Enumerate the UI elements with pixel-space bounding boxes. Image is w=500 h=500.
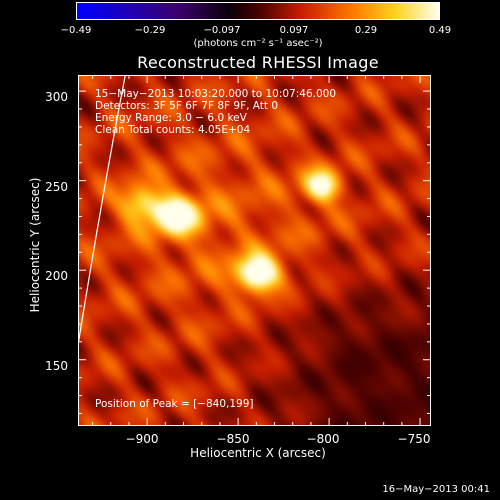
colorbar-tick: −0.29	[134, 25, 166, 36]
y-axis-label: Heliocentric Y (arcsec)	[28, 177, 42, 313]
plot-frame	[78, 75, 431, 426]
annotation-energy: Energy Range: 3.0 − 6.0 keV	[95, 112, 247, 124]
annotation-peak: Position of Peak = [−840,199]	[95, 398, 254, 410]
colorbar-tick: 0.49	[428, 25, 452, 36]
y-tick-label: 300	[45, 90, 68, 104]
x-tick-label: −750	[397, 432, 431, 446]
colorbar-tick: −0.49	[60, 25, 92, 36]
x-axis-label: Heliocentric X (arcsec)	[190, 446, 326, 460]
y-tick-label: 150	[45, 359, 68, 373]
timestamp: 16−May−2013 00:41	[382, 484, 490, 495]
annotation-detectors: Detectors: 3F 5F 6F 7F 8F 9F, Att 0	[95, 100, 279, 112]
x-tick-label: −800	[306, 432, 340, 446]
annotation-clean: Clean Total counts: 4.05E+04	[95, 124, 251, 136]
y-tick-label: 200	[45, 269, 68, 283]
solar-limb-line	[78, 75, 126, 346]
y-tick-label: 250	[45, 180, 68, 194]
colorbar-tick: 0.29	[354, 25, 378, 36]
colorbar-units: (photons cm⁻² s⁻¹ asec⁻²)	[193, 38, 323, 49]
chart-title: Reconstructed RHESSI Image	[137, 53, 379, 72]
colorbar-tick: 0.097	[279, 25, 309, 36]
plot-area	[78, 75, 431, 426]
x-tick-label: −850	[216, 432, 250, 446]
heatmap-image	[78, 75, 431, 426]
annotation-time-range: 15−May−2013 10:03:20.000 to 10:07:46.000	[95, 88, 337, 100]
colorbar	[76, 2, 440, 20]
x-tick-label: −900	[125, 432, 159, 446]
colorbar-tick: −0.097	[203, 25, 241, 36]
plot-overlay	[78, 75, 431, 426]
